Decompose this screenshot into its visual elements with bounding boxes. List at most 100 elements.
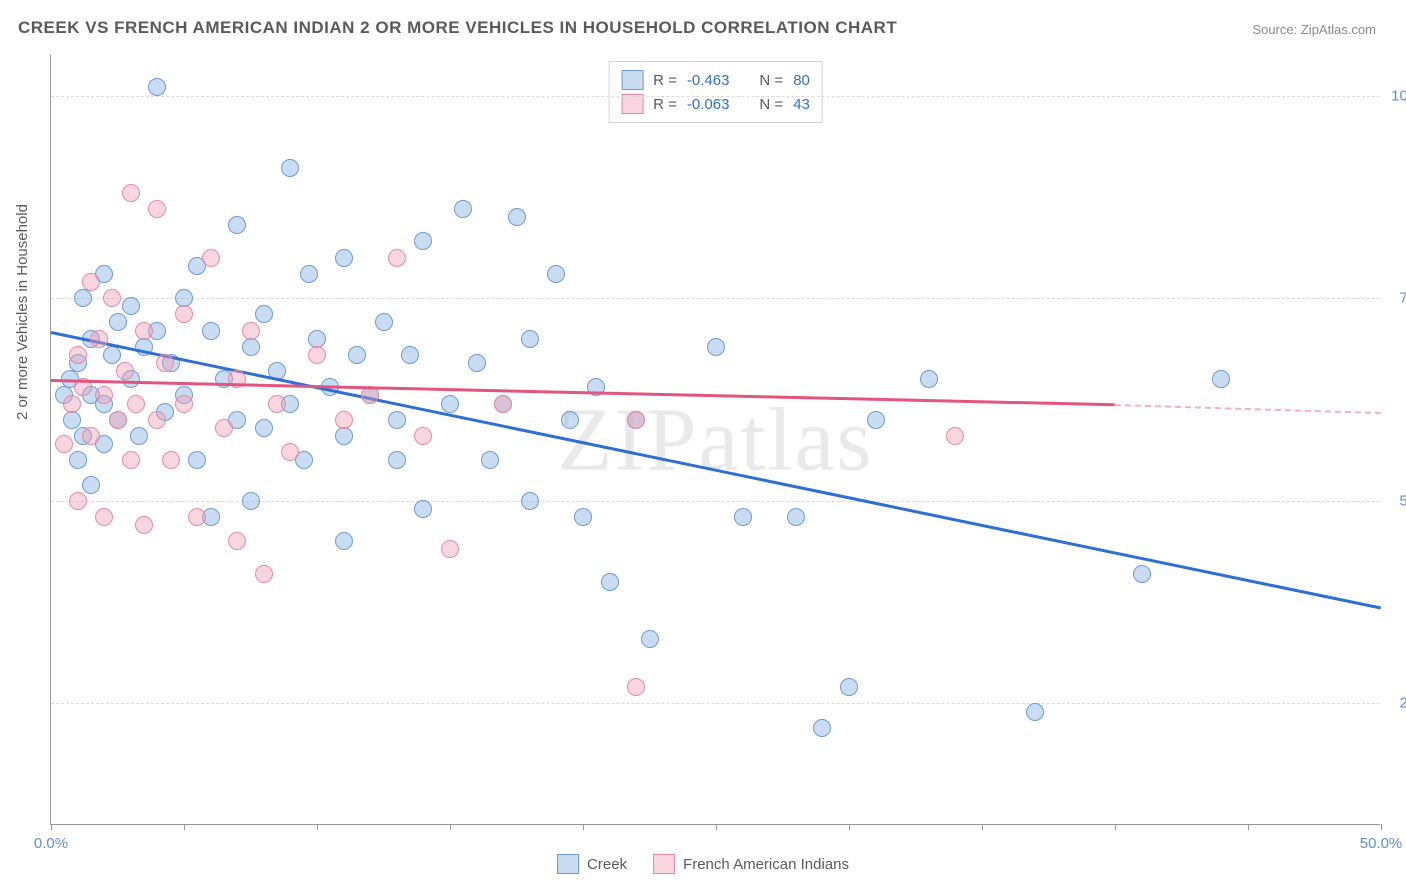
- y-tick-label: 100.0%: [1391, 87, 1406, 104]
- data-point: [1026, 703, 1044, 721]
- data-point: [202, 322, 220, 340]
- data-point: [920, 370, 938, 388]
- legend-label: Creek: [587, 856, 627, 873]
- data-point: [335, 411, 353, 429]
- series-legend: Creek French American Indians: [557, 854, 849, 874]
- data-point: [148, 200, 166, 218]
- correlation-legend: R =-0.463N =80R =-0.063N =43: [608, 61, 823, 123]
- watermark: ZIPatlas: [558, 388, 874, 491]
- data-point: [69, 451, 87, 469]
- data-point: [281, 443, 299, 461]
- data-point: [414, 232, 432, 250]
- data-point: [228, 216, 246, 234]
- x-tick: [849, 824, 850, 830]
- data-point: [787, 508, 805, 526]
- legend-item: French American Indians: [653, 854, 849, 874]
- data-point: [521, 492, 539, 510]
- data-point: [95, 508, 113, 526]
- data-point: [561, 411, 579, 429]
- data-point: [813, 719, 831, 737]
- trendline: [51, 379, 1115, 406]
- data-point: [441, 540, 459, 558]
- y-tick-label: 50.0%: [1399, 492, 1406, 509]
- data-point: [63, 395, 81, 413]
- data-point: [587, 378, 605, 396]
- y-tick-label: 25.0%: [1399, 695, 1406, 712]
- n-label: N =: [759, 72, 783, 89]
- data-point: [69, 346, 87, 364]
- data-point: [135, 516, 153, 534]
- data-point: [414, 427, 432, 445]
- data-point: [255, 565, 273, 583]
- data-point: [255, 305, 273, 323]
- data-point: [90, 330, 108, 348]
- data-point: [188, 451, 206, 469]
- data-point: [521, 330, 539, 348]
- legend-label: French American Indians: [683, 856, 849, 873]
- r-value: -0.463: [687, 72, 730, 89]
- y-axis-label: 2 or more Vehicles in Household: [14, 204, 31, 420]
- data-point: [135, 322, 153, 340]
- gridline: [51, 298, 1380, 299]
- x-tick-label: 50.0%: [1360, 835, 1403, 852]
- x-tick-label: 0.0%: [34, 835, 68, 852]
- n-label: N =: [759, 96, 783, 113]
- data-point: [82, 427, 100, 445]
- r-label: R =: [653, 72, 677, 89]
- trendline: [1115, 404, 1381, 414]
- data-point: [494, 395, 512, 413]
- data-point: [130, 427, 148, 445]
- y-tick-label: 75.0%: [1399, 290, 1406, 307]
- x-tick: [51, 824, 52, 830]
- data-point: [574, 508, 592, 526]
- data-point: [508, 208, 526, 226]
- data-point: [228, 532, 246, 550]
- data-point: [242, 492, 260, 510]
- data-point: [215, 419, 233, 437]
- x-tick: [583, 824, 584, 830]
- data-point: [122, 297, 140, 315]
- data-point: [202, 249, 220, 267]
- data-point: [641, 630, 659, 648]
- data-point: [388, 249, 406, 267]
- data-point: [601, 573, 619, 591]
- data-point: [707, 338, 725, 356]
- data-point: [82, 476, 100, 494]
- gridline: [51, 96, 1380, 97]
- legend-swatch: [621, 94, 643, 114]
- data-point: [127, 395, 145, 413]
- data-point: [162, 451, 180, 469]
- data-point: [840, 678, 858, 696]
- data-point: [156, 354, 174, 372]
- n-value: 43: [793, 96, 810, 113]
- legend-swatch: [621, 70, 643, 90]
- data-point: [308, 346, 326, 364]
- data-point: [321, 378, 339, 396]
- data-point: [268, 395, 286, 413]
- data-point: [175, 305, 193, 323]
- x-tick: [1381, 824, 1382, 830]
- source-value: ZipAtlas.com: [1301, 22, 1376, 37]
- data-point: [414, 500, 432, 518]
- data-point: [103, 346, 121, 364]
- legend-swatch: [557, 854, 579, 874]
- data-point: [481, 451, 499, 469]
- n-value: 80: [793, 72, 810, 89]
- x-tick: [184, 824, 185, 830]
- legend-item: Creek: [557, 854, 627, 874]
- data-point: [188, 508, 206, 526]
- data-point: [148, 411, 166, 429]
- data-point: [228, 370, 246, 388]
- data-point: [441, 395, 459, 413]
- data-point: [1212, 370, 1230, 388]
- data-point: [122, 451, 140, 469]
- data-point: [281, 159, 299, 177]
- data-point: [348, 346, 366, 364]
- x-tick: [1248, 824, 1249, 830]
- data-point: [175, 395, 193, 413]
- data-point: [55, 435, 73, 453]
- data-point: [74, 378, 92, 396]
- source-label: Source:: [1252, 22, 1297, 37]
- data-point: [335, 427, 353, 445]
- legend-row: R = -0.463 N = 80: [621, 68, 810, 92]
